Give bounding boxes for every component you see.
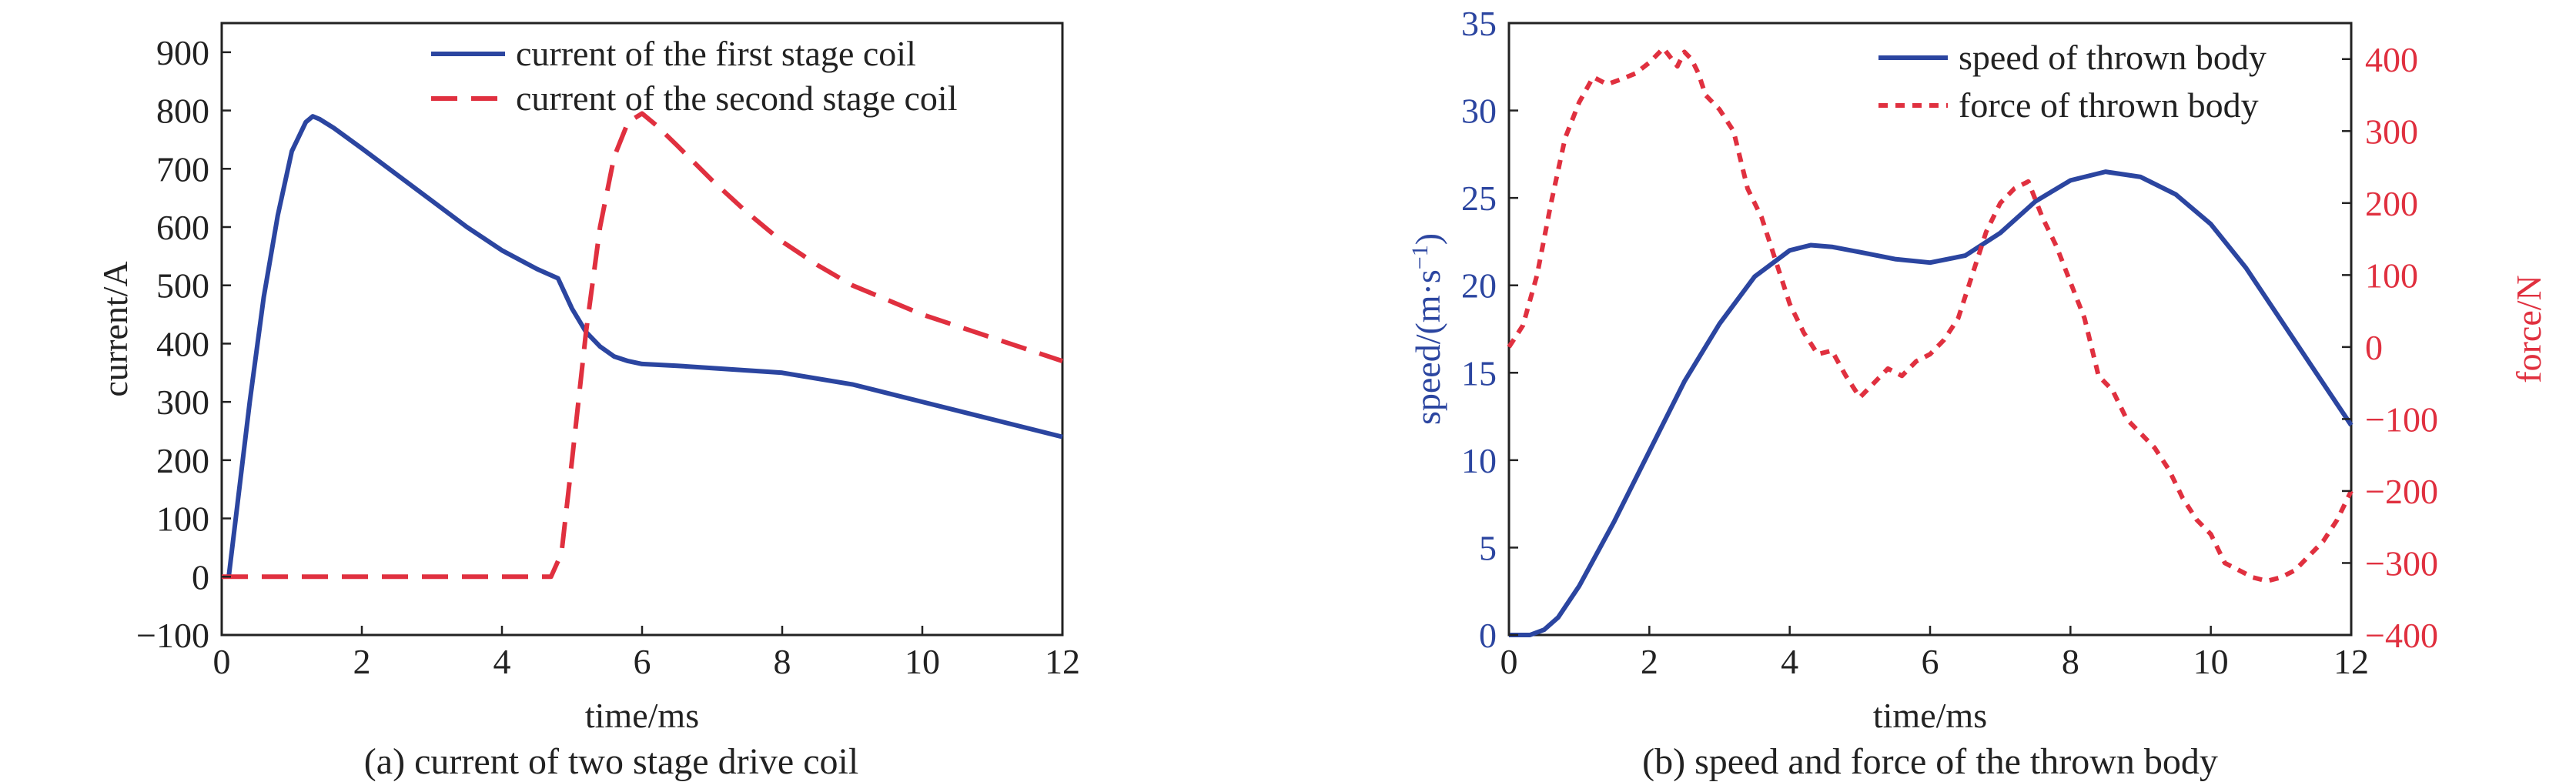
x-tick-label: 0 <box>1500 642 1518 681</box>
y-tick-label: −100 <box>2365 399 2438 439</box>
x-tick-label: 10 <box>2193 642 2229 681</box>
y-tick-label: 100 <box>156 500 209 539</box>
line-series-first-stage <box>226 114 1063 577</box>
y-tick-label: 900 <box>156 33 209 72</box>
x-tick-label: 6 <box>634 642 651 681</box>
x-tick-label: 12 <box>2333 642 2369 681</box>
y-tick-label: 5 <box>1479 528 1497 567</box>
y-axis-label-right-b: force/N <box>2509 275 2548 383</box>
y-axis-right-b: −400 −300 −200 −100 0 100 200 300 400 <box>2342 40 2438 655</box>
y-axis-label-a: current/A <box>95 261 135 396</box>
legend-a: current of the first stage coil current o… <box>431 34 958 118</box>
y-tick-label: 600 <box>156 208 209 247</box>
line-series-second-stage <box>222 111 1063 580</box>
y-tick-label: 15 <box>1461 353 1497 393</box>
legend-label: current of the second stage coil <box>516 79 958 118</box>
y-tick-label: 100 <box>2365 256 2418 295</box>
y-tick-label: 400 <box>2365 40 2418 79</box>
x-tick-label: 8 <box>2062 642 2079 681</box>
y-tick-label: 700 <box>156 149 209 189</box>
caption-a: (a) current of two stage drive coil <box>364 741 858 782</box>
y-axis-a: −100 0 100 200 300 400 500 600 700 800 900 <box>136 33 231 655</box>
y-tick-label: −100 <box>136 616 209 655</box>
y-tick-label: 200 <box>2365 184 2418 223</box>
line-series-force <box>1507 45 2354 583</box>
y-axis-label-left-b: speed/(m·s−1) <box>1407 233 1448 425</box>
x-tick-label: 4 <box>1781 642 1798 681</box>
x-tick-label: 6 <box>1922 642 1939 681</box>
x-tick-label: 2 <box>1641 642 1658 681</box>
legend-b: speed of thrown body force of thrown body <box>1878 38 2267 125</box>
y-tick-label: 300 <box>2365 112 2418 151</box>
x-tick-label: 4 <box>493 642 511 681</box>
y-tick-label: −400 <box>2365 616 2438 655</box>
y-tick-label: −300 <box>2365 543 2438 583</box>
chart-panel-a: 0 2 4 6 8 10 12 −10001002003004005006007008009… <box>95 22 1080 782</box>
y-tick-label: 0 <box>2365 328 2383 367</box>
x-axis-b: 0 2 4 6 8 10 12 <box>1500 626 2369 681</box>
x-tick-label: 10 <box>905 642 940 681</box>
x-tick-label: 0 <box>213 642 231 681</box>
y-tick-label: 0 <box>1479 616 1497 655</box>
x-tick-label: 12 <box>1045 642 1080 681</box>
y-tick-label: 400 <box>156 324 209 363</box>
speed-label-tail: ) <box>1408 233 1447 245</box>
y-tick-label: 800 <box>156 92 209 131</box>
y-tick-label: 500 <box>156 266 209 306</box>
speed-label-exponent: −1 <box>1407 245 1433 269</box>
y-axis-left-b: 0 5 10 15 20 25 30 35 <box>1461 4 1518 655</box>
x-axis-a: 0 2 4 6 8 10 12 <box>213 626 1080 681</box>
y-tick-label: 25 <box>1461 179 1497 218</box>
y-tick-label: 200 <box>156 441 209 480</box>
legend-label: force of thrown body <box>1959 85 2259 125</box>
y-tick-label: 35 <box>1461 4 1497 43</box>
x-axis-label-b: time/ms <box>1873 696 1987 735</box>
y-tick-label: 20 <box>1461 266 1497 306</box>
plot-marks-b <box>1507 45 2354 637</box>
legend-label: current of the first stage coil <box>516 34 916 73</box>
x-tick-label: 8 <box>774 642 791 681</box>
legend-label: speed of thrown body <box>1959 38 2267 77</box>
caption-b: (b) speed and force of the thrown body <box>1642 741 2218 782</box>
y-tick-label: 0 <box>192 557 209 597</box>
plot-marks-a <box>222 111 1063 580</box>
y-tick-label: −200 <box>2365 472 2438 511</box>
x-axis-label-a: time/ms <box>585 696 699 735</box>
x-tick-label: 2 <box>353 642 371 681</box>
speed-label-main: speed/(m·s <box>1408 269 1447 425</box>
y-tick-label: 30 <box>1461 92 1497 131</box>
y-tick-label: 300 <box>156 383 209 422</box>
line-series-speed <box>1509 169 2354 637</box>
y-tick-label: 10 <box>1461 441 1497 480</box>
